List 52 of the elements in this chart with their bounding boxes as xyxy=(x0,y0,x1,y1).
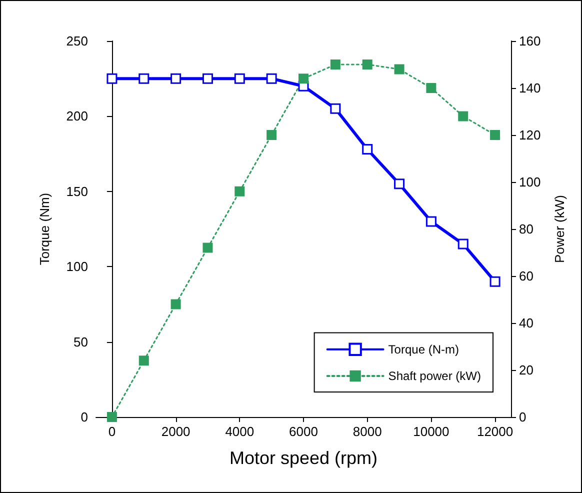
x-tick-label: 4000 xyxy=(225,424,254,439)
point xyxy=(170,299,181,310)
point xyxy=(138,73,150,84)
point xyxy=(202,73,213,84)
y2-tick-label: 100 xyxy=(519,174,541,190)
point xyxy=(266,130,277,140)
point xyxy=(138,356,149,366)
y-tick-label: 200 xyxy=(66,108,88,124)
point xyxy=(458,238,468,250)
x-tick-label: 2000 xyxy=(161,424,190,439)
y2-tick-label: 140 xyxy=(519,80,541,96)
point xyxy=(234,186,245,196)
legend-label: Torque (N-m) xyxy=(388,342,459,356)
point xyxy=(490,130,500,140)
point xyxy=(426,216,436,227)
x-axis-title: Motor speed (rpm) xyxy=(229,448,378,468)
y2-tick-label: 60 xyxy=(519,268,534,284)
y-tick-label: 0 xyxy=(80,410,88,424)
y2-tick-label: 120 xyxy=(519,128,541,142)
x-tick-label: 10000 xyxy=(413,424,450,439)
y2-tick-label: 0 xyxy=(519,410,526,424)
point xyxy=(330,103,341,114)
point xyxy=(106,73,118,84)
point xyxy=(330,60,340,70)
y2-tick-label: 40 xyxy=(519,316,534,330)
point xyxy=(394,64,404,74)
point xyxy=(362,60,372,70)
y-tick-label: 250 xyxy=(66,34,88,48)
point xyxy=(234,73,245,84)
x-tick-label: 12000 xyxy=(476,424,514,439)
point xyxy=(266,73,277,84)
y2-axis-title: Power (kW) xyxy=(552,195,567,263)
x-tick-label: 8000 xyxy=(352,424,382,439)
y2-tick-label: 20 xyxy=(519,362,534,378)
y-tick-label: 50 xyxy=(74,334,88,350)
point xyxy=(298,74,308,84)
point xyxy=(106,412,117,422)
point xyxy=(362,144,373,155)
y-tick-label: 150 xyxy=(66,184,88,199)
legend-label: Shaft power (kW) xyxy=(388,369,482,383)
point xyxy=(202,242,213,253)
x-tick-label: 6000 xyxy=(289,424,318,439)
y2-tick-label: 80 xyxy=(519,222,534,236)
point xyxy=(490,276,500,287)
y-tick-label: 100 xyxy=(66,259,88,274)
point xyxy=(394,178,405,190)
y2-tick-label: 160 xyxy=(519,34,541,48)
y-axis-title: Torque (Nm) xyxy=(37,192,52,266)
x-tick-label: 0 xyxy=(108,424,116,439)
point xyxy=(458,111,468,122)
point xyxy=(170,73,182,84)
point xyxy=(426,83,436,93)
